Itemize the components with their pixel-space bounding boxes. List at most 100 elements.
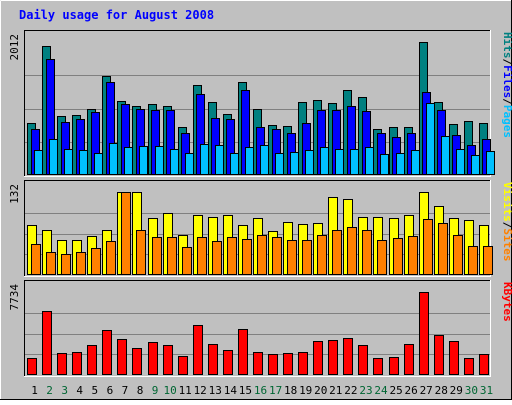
bar-pages-day-3 (64, 149, 73, 175)
bar-kbytes-day-10 (163, 345, 173, 375)
bar-sites-day-10 (167, 237, 177, 275)
x-tick-label: 17 (269, 384, 282, 397)
legend: Hits/Files/Pages (501, 32, 512, 138)
bar-pages-day-23 (365, 147, 374, 175)
x-tick-label: 10 (163, 384, 176, 397)
bar-sites-day-11 (182, 247, 192, 275)
bar-pages-day-22 (350, 149, 359, 175)
bar-pages-day-11 (185, 153, 194, 175)
bar-kbytes-day-26 (404, 344, 414, 375)
bar-sites-day-6 (106, 241, 116, 275)
bar-pages-day-14 (230, 153, 239, 175)
bar-pages-day-13 (215, 145, 224, 175)
x-tick-label: 8 (137, 384, 144, 397)
bar-pages-day-12 (200, 144, 209, 175)
bar-kbytes-day-2 (42, 311, 52, 375)
bar-pages-day-31 (486, 151, 495, 175)
bar-sites-day-19 (302, 240, 312, 275)
bar-sites-day-27 (423, 219, 433, 275)
bar-kbytes-day-13 (208, 344, 218, 375)
x-tick-label: 4 (76, 384, 83, 397)
bar-kbytes-day-5 (87, 345, 97, 375)
bar-kbytes-day-25 (389, 357, 399, 375)
x-tick-label: 5 (91, 384, 98, 397)
bar-sites-day-29 (453, 235, 463, 275)
x-tick-label: 13 (209, 384, 222, 397)
bar-kbytes-day-6 (102, 330, 112, 375)
bar-pages-day-6 (109, 143, 118, 175)
panel-kbytes: 7734 KBytes (8, 280, 512, 377)
bar-sites-day-25 (393, 238, 403, 275)
bar-kbytes-day-14 (223, 350, 233, 375)
bar-pages-day-4 (79, 150, 88, 175)
max-label: 2012 (8, 34, 21, 61)
bar-kbytes-day-29 (449, 341, 459, 375)
legend-entry: Pages (501, 105, 512, 138)
bar-sites-day-12 (197, 237, 207, 275)
legend-entry: Sites (501, 228, 512, 261)
bar-kbytes-day-27 (419, 292, 429, 375)
bar-sites-day-23 (362, 230, 372, 275)
x-tick-label: 18 (284, 384, 297, 397)
bar-kbytes-day-18 (283, 353, 293, 375)
x-tick-label: 1 (31, 384, 38, 397)
panels-layer: 2012Hits/Files/Pages132Visits/Sites7734K… (8, 30, 512, 377)
bar-sites-day-8 (136, 230, 146, 275)
bar-kbytes-day-16 (253, 352, 263, 375)
bar-sites-day-22 (347, 227, 357, 275)
x-tick-label: 29 (450, 384, 463, 397)
x-tick-label: 24 (374, 384, 388, 397)
bar-sites-day-28 (438, 223, 448, 275)
bar-pages-day-2 (49, 139, 58, 175)
x-tick-label: 16 (254, 384, 267, 397)
bar-kbytes-day-23 (358, 345, 368, 375)
bar-sites-day-3 (61, 254, 71, 275)
bar-kbytes-day-15 (238, 329, 248, 375)
bar-kbytes-day-28 (434, 335, 444, 375)
bar-kbytes-day-3 (57, 353, 67, 375)
max-label: 132 (8, 184, 21, 204)
x-tick-label: 14 (224, 384, 238, 397)
x-tick-label: 26 (404, 384, 417, 397)
legend: KBytes (501, 282, 512, 322)
x-tick-label: 27 (420, 384, 433, 397)
x-tick-label: 9 (152, 384, 159, 397)
bar-sites-day-30 (468, 246, 478, 275)
bar-pages-day-15 (245, 147, 254, 175)
bar-sites-day-13 (212, 241, 222, 275)
bar-pages-day-30 (471, 155, 480, 175)
x-tick-label: 20 (314, 384, 327, 397)
bar-sites-day-7 (121, 192, 131, 275)
bar-pages-day-8 (139, 146, 148, 175)
bar-pages-day-5 (94, 153, 103, 175)
legend-entry: / (501, 98, 512, 105)
legend-entry: Hits (501, 32, 512, 59)
bar-pages-day-16 (260, 145, 269, 175)
bar-pages-day-1 (34, 150, 43, 175)
legend-entry: / (501, 222, 512, 229)
bar-pages-day-20 (320, 147, 329, 175)
bar-kbytes-day-11 (178, 356, 188, 375)
legend-entry: Visits (501, 182, 512, 222)
bar-kbytes-day-21 (328, 340, 338, 375)
bar-pages-day-29 (456, 149, 465, 175)
bar-pages-day-25 (396, 153, 405, 175)
bar-pages-day-9 (155, 146, 164, 175)
bar-kbytes-day-8 (132, 348, 142, 375)
bar-pages-day-28 (441, 136, 450, 175)
bar-sites-day-5 (91, 248, 101, 275)
bar-sites-day-4 (76, 252, 86, 275)
bar-pages-day-10 (170, 149, 179, 175)
bar-sites-day-9 (152, 237, 162, 275)
bar-sites-day-16 (257, 235, 267, 275)
bar-sites-day-2 (46, 252, 56, 275)
bar-sites-day-17 (272, 237, 282, 275)
bar-kbytes-day-1 (27, 358, 37, 375)
x-tick-label: 3 (61, 384, 68, 397)
x-tick-label: 12 (194, 384, 207, 397)
legend-entry: KBytes (501, 282, 512, 322)
x-tick-label: 21 (329, 384, 342, 397)
